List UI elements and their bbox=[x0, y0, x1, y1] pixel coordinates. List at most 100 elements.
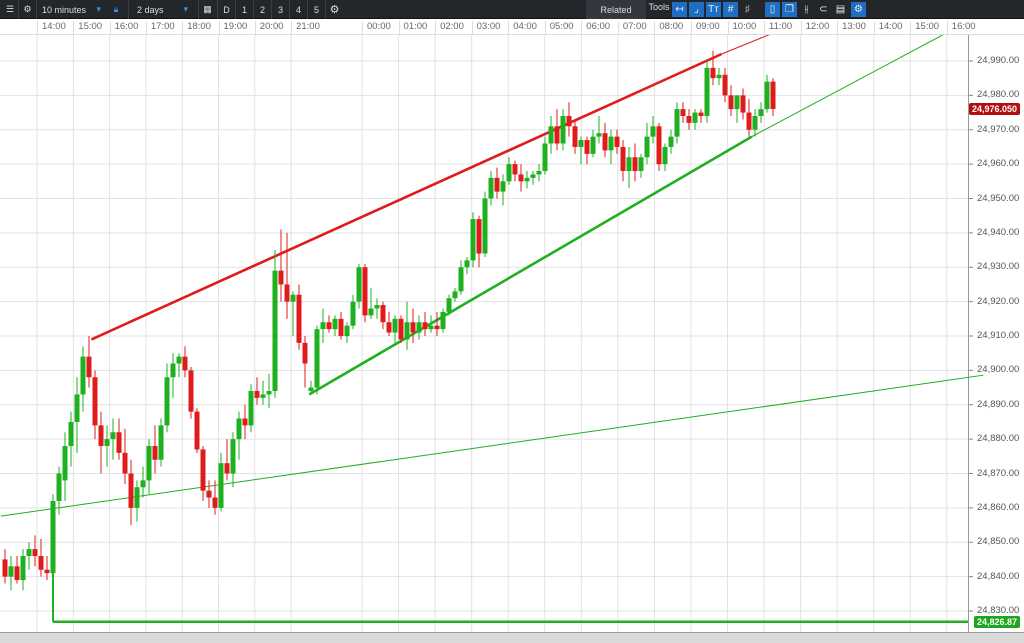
candle-body bbox=[452, 291, 458, 299]
related-button[interactable]: Related bbox=[586, 0, 646, 19]
x-tick-label: 02:00 bbox=[435, 21, 464, 35]
gear-icon[interactable]: ⚙ bbox=[18, 0, 36, 19]
list-icon[interactable]: ☰ bbox=[5, 4, 15, 14]
x-tick-label: 04:00 bbox=[508, 21, 537, 35]
y-tick-label: 24,890.00 bbox=[977, 398, 1020, 410]
y-tick-label: 24,990.00 bbox=[977, 55, 1020, 66]
candle-body bbox=[158, 425, 164, 460]
candle-body bbox=[590, 136, 596, 154]
range-dropdown[interactable]: 2 days ▾ bbox=[128, 0, 196, 19]
candle-body bbox=[284, 284, 290, 302]
candle-body bbox=[68, 421, 74, 446]
candle-body bbox=[524, 177, 530, 182]
trendline bbox=[0, 374, 984, 517]
x-tick-label: 07:00 bbox=[617, 21, 647, 35]
y-tick-label: 24,870.00 bbox=[977, 467, 1020, 479]
candle-body bbox=[314, 329, 320, 388]
candle-body bbox=[356, 267, 362, 302]
candle-body bbox=[662, 146, 668, 165]
candle-body bbox=[152, 446, 158, 460]
candle-body bbox=[680, 109, 686, 116]
candle-body bbox=[458, 267, 464, 292]
candle-body bbox=[368, 308, 374, 316]
candle-body bbox=[110, 432, 116, 440]
x-tick-label: 15:00 bbox=[73, 21, 102, 35]
bars-icon[interactable]: ⫲ bbox=[804, 4, 809, 15]
y-tick-label: 24,860.00 bbox=[977, 501, 1020, 513]
candle-body bbox=[140, 480, 146, 488]
interval-dropdown[interactable]: 10 minutes ▾ bbox=[36, 0, 106, 19]
y-tick-label: 24,910.00 bbox=[977, 330, 1020, 341]
curve-icon[interactable]: ⌟ bbox=[689, 2, 704, 17]
candle-body bbox=[350, 301, 356, 326]
candle-body bbox=[632, 157, 638, 171]
bottom-scrollbar[interactable] bbox=[0, 632, 1024, 643]
candle-body bbox=[146, 446, 152, 481]
text-icon[interactable]: Tт bbox=[706, 2, 721, 17]
candle-body bbox=[446, 298, 452, 312]
x-tick-label: 16:00 bbox=[109, 21, 138, 35]
candle-body bbox=[584, 140, 590, 154]
candle-body bbox=[572, 126, 578, 147]
candle-body bbox=[308, 387, 314, 391]
candle-body bbox=[674, 109, 680, 137]
candle-body bbox=[2, 559, 8, 577]
candle-body bbox=[710, 67, 716, 79]
printer-icon[interactable]: ▤ bbox=[835, 4, 846, 15]
x-tick-label: 19:00 bbox=[218, 21, 247, 35]
candle-body bbox=[236, 418, 242, 440]
preset-day-button[interactable]: D bbox=[217, 0, 235, 19]
draw-grid-icon[interactable]: ♯ bbox=[745, 4, 750, 15]
candle-body bbox=[260, 394, 266, 398]
x-tick-label: 12:00 bbox=[800, 21, 829, 35]
back-arrow-icon[interactable]: ↤ bbox=[672, 2, 687, 17]
candle-body bbox=[434, 325, 440, 330]
candle-body bbox=[14, 566, 20, 581]
y-tick-label: 24,980.00 bbox=[977, 89, 1020, 101]
candle-icon[interactable]: ▯ bbox=[765, 2, 780, 17]
candle-body bbox=[764, 81, 770, 110]
candle-body bbox=[752, 116, 758, 130]
x-tick-label: 14:00 bbox=[37, 21, 66, 35]
candle-body bbox=[464, 260, 470, 268]
candle-body bbox=[542, 143, 548, 171]
x-tick-label: 03:00 bbox=[471, 21, 500, 35]
candle-body bbox=[692, 112, 698, 123]
preset-2-button[interactable]: 2 bbox=[253, 0, 271, 19]
candle-body bbox=[80, 356, 86, 395]
candle-body bbox=[50, 501, 56, 574]
candle-body bbox=[404, 322, 410, 340]
candle-body bbox=[668, 136, 674, 147]
candle-body bbox=[176, 356, 182, 364]
settings-icon[interactable]: ⚙ bbox=[851, 2, 866, 17]
preset-4-button[interactable]: 4 bbox=[289, 0, 307, 19]
candle-body bbox=[182, 356, 188, 371]
candle-body bbox=[380, 305, 386, 323]
lock-icon[interactable]: 🔒︎ bbox=[113, 4, 119, 14]
candle-body bbox=[74, 394, 80, 422]
candle-body bbox=[740, 95, 746, 113]
gear-icon[interactable]: ⚙ bbox=[325, 0, 343, 19]
candle-body bbox=[716, 74, 722, 79]
y-tick-label: 24,950.00 bbox=[977, 192, 1020, 204]
candle-body bbox=[728, 95, 734, 110]
candle-body bbox=[212, 497, 218, 508]
y-tick-label: 24,970.00 bbox=[977, 123, 1020, 135]
trendline bbox=[308, 135, 753, 396]
candle-body bbox=[518, 174, 524, 182]
grid-icon[interactable]: # bbox=[723, 2, 738, 17]
y-tick-label: 24,900.00 bbox=[977, 364, 1020, 376]
preset-1-button[interactable]: 1 bbox=[235, 0, 253, 19]
candle-body bbox=[614, 136, 620, 147]
windows-icon[interactable]: ❐ bbox=[782, 2, 797, 17]
preset-5-button[interactable]: 5 bbox=[307, 0, 325, 19]
candle-body bbox=[770, 81, 776, 109]
candle-body bbox=[122, 452, 128, 474]
candle-body bbox=[554, 126, 560, 144]
chart-toolbar: ☰ ⚙ 10 minutes ▾ 🔒︎ 2 days ▾ ▦ D 1 2 3 4 5… bbox=[0, 0, 1024, 19]
preset-3-button[interactable]: 3 bbox=[271, 0, 289, 19]
tag-icon[interactable]: ⊂ bbox=[819, 4, 828, 15]
calendar-icon[interactable]: ▦ bbox=[198, 0, 216, 19]
candle-body bbox=[578, 140, 584, 147]
